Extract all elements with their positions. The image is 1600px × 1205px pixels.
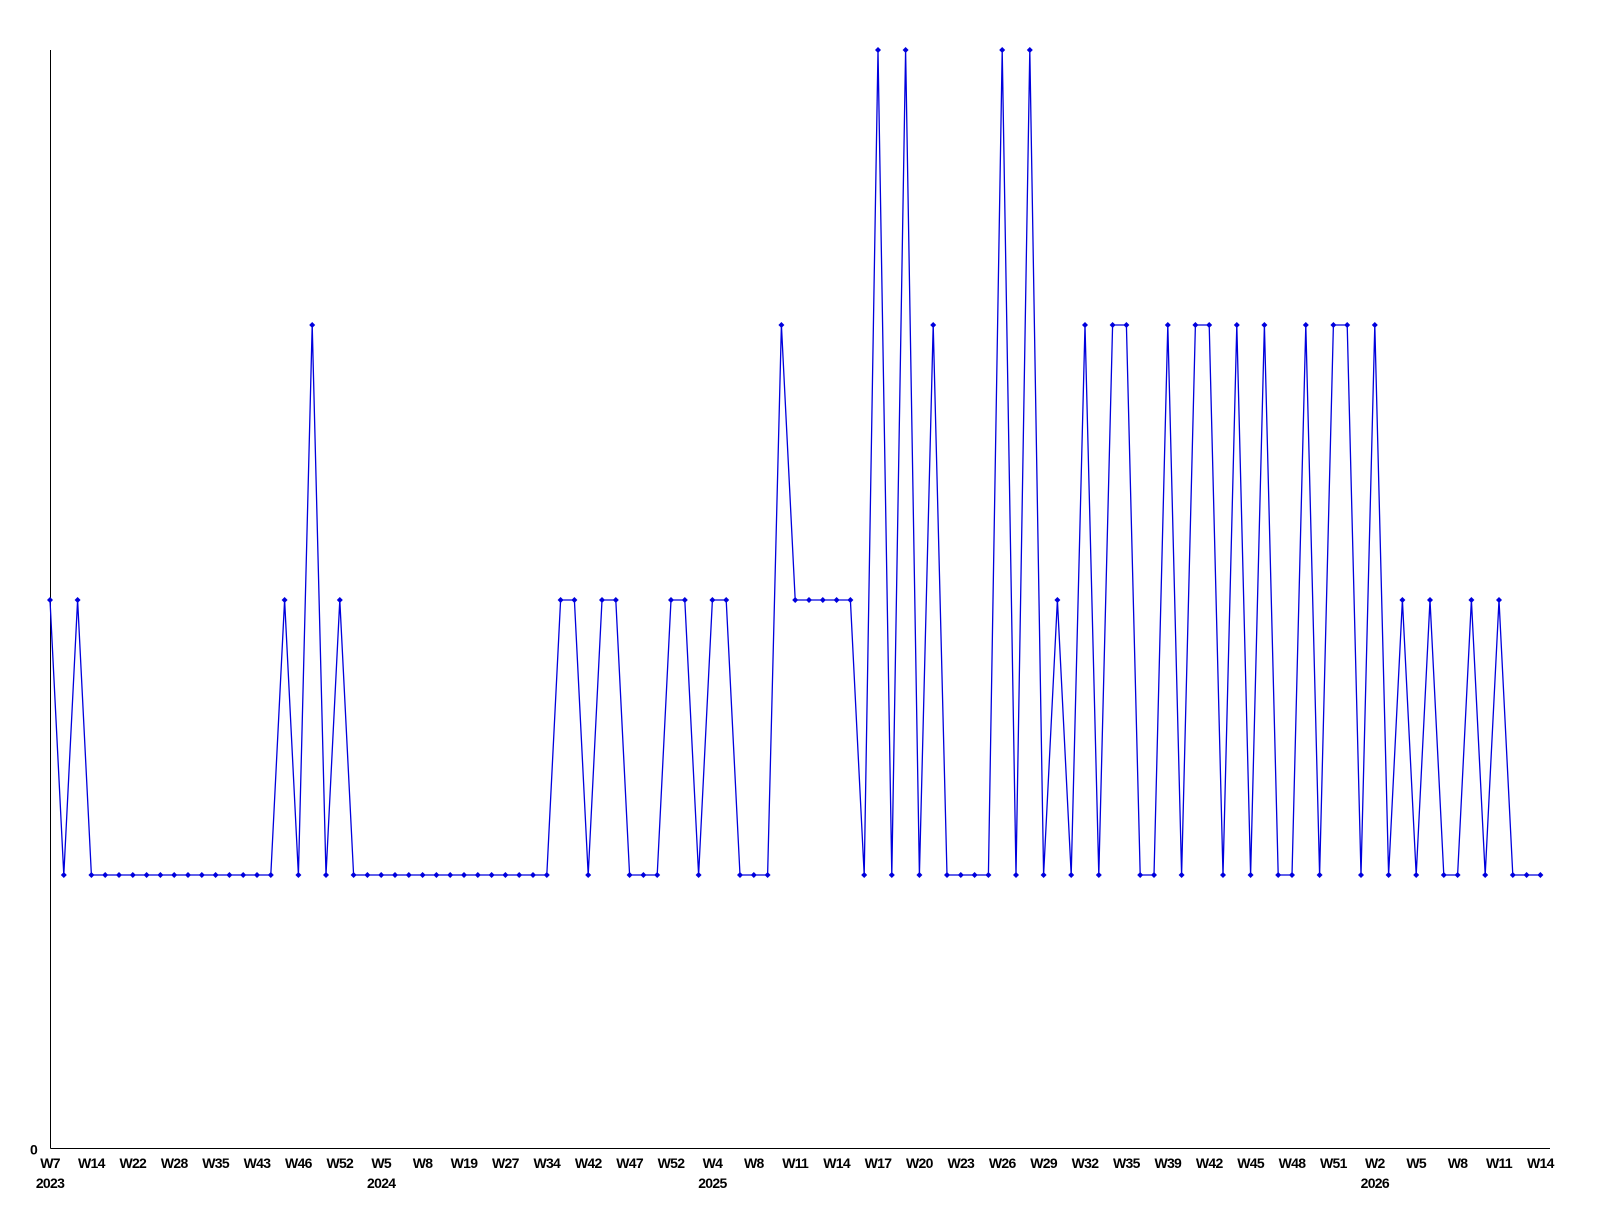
svg-text:W27: W27 [492,1155,520,1171]
svg-text:W22: W22 [119,1155,147,1171]
svg-text:W8: W8 [1448,1155,1469,1171]
svg-text:W2: W2 [1365,1155,1386,1171]
svg-text:W8: W8 [744,1155,765,1171]
svg-text:W26: W26 [989,1155,1017,1171]
svg-text:W47: W47 [616,1155,644,1171]
svg-text:W5: W5 [1406,1155,1427,1171]
svg-text:0: 0 [30,1142,38,1158]
svg-text:W7: W7 [40,1155,61,1171]
svg-text:2026: 2026 [1361,1175,1390,1191]
svg-text:W39: W39 [1154,1155,1182,1171]
svg-text:W20: W20 [906,1155,934,1171]
svg-text:2025: 2025 [698,1175,727,1191]
svg-text:W32: W32 [1072,1155,1100,1171]
svg-text:W23: W23 [947,1155,975,1171]
svg-text:W46: W46 [285,1155,313,1171]
svg-text:W5: W5 [371,1155,392,1171]
svg-text:W14: W14 [1527,1155,1555,1171]
svg-text:W28: W28 [161,1155,189,1171]
svg-text:W19: W19 [451,1155,479,1171]
svg-text:W48: W48 [1279,1155,1307,1171]
svg-text:W43: W43 [244,1155,272,1171]
svg-text:W14: W14 [78,1155,106,1171]
svg-text:W11: W11 [782,1155,809,1171]
svg-text:W11: W11 [1486,1155,1513,1171]
svg-text:W42: W42 [1196,1155,1224,1171]
svg-text:W34: W34 [533,1155,561,1171]
svg-text:W35: W35 [1113,1155,1141,1171]
svg-text:W52: W52 [658,1155,686,1171]
svg-text:W52: W52 [326,1155,354,1171]
svg-text:2023: 2023 [36,1175,65,1191]
svg-text:W8: W8 [413,1155,434,1171]
svg-text:2024: 2024 [367,1175,396,1191]
svg-text:W29: W29 [1030,1155,1058,1171]
svg-text:W51: W51 [1320,1155,1348,1171]
svg-text:W35: W35 [202,1155,230,1171]
svg-text:W14: W14 [823,1155,851,1171]
svg-text:W42: W42 [575,1155,603,1171]
svg-text:W17: W17 [865,1155,893,1171]
svg-text:W45: W45 [1237,1155,1265,1171]
svg-text:W4: W4 [703,1155,724,1171]
